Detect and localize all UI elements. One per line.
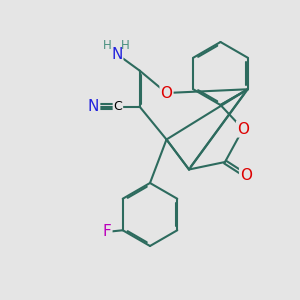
Text: O: O: [160, 85, 172, 100]
Text: O: O: [240, 168, 252, 183]
Text: N: N: [111, 47, 122, 62]
Text: H: H: [121, 39, 130, 52]
Text: O: O: [237, 122, 249, 136]
Text: N: N: [88, 99, 99, 114]
Text: H: H: [102, 39, 111, 52]
Text: C: C: [113, 100, 122, 113]
Text: F: F: [103, 224, 112, 239]
